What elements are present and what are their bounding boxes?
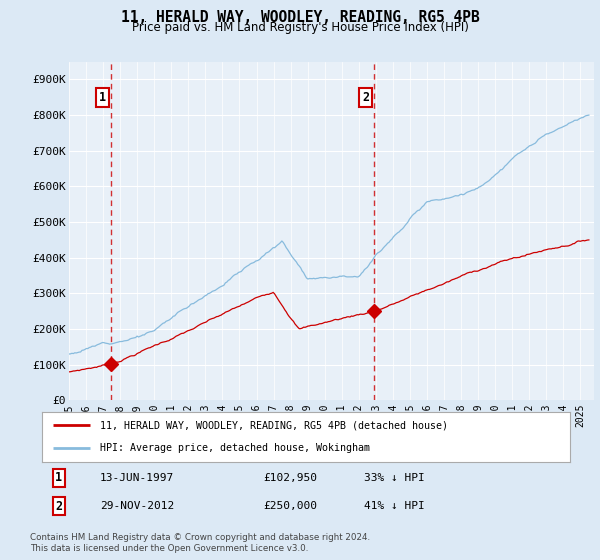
Text: £250,000: £250,000 (264, 501, 318, 511)
Text: 33% ↓ HPI: 33% ↓ HPI (364, 473, 425, 483)
Text: 11, HERALD WAY, WOODLEY, READING, RG5 4PB (detached house): 11, HERALD WAY, WOODLEY, READING, RG5 4P… (100, 420, 448, 430)
Text: HPI: Average price, detached house, Wokingham: HPI: Average price, detached house, Woki… (100, 444, 370, 454)
Text: 13-JUN-1997: 13-JUN-1997 (100, 473, 175, 483)
Text: 1: 1 (55, 471, 62, 484)
Text: 11, HERALD WAY, WOODLEY, READING, RG5 4PB: 11, HERALD WAY, WOODLEY, READING, RG5 4P… (121, 10, 479, 25)
Text: 41% ↓ HPI: 41% ↓ HPI (364, 501, 425, 511)
Text: 1: 1 (98, 91, 106, 104)
Text: Contains HM Land Registry data © Crown copyright and database right 2024.
This d: Contains HM Land Registry data © Crown c… (30, 533, 370, 553)
Text: 29-NOV-2012: 29-NOV-2012 (100, 501, 175, 511)
Text: Price paid vs. HM Land Registry's House Price Index (HPI): Price paid vs. HM Land Registry's House … (131, 21, 469, 34)
Text: 2: 2 (362, 91, 369, 104)
Text: £102,950: £102,950 (264, 473, 318, 483)
Text: 2: 2 (55, 500, 62, 512)
